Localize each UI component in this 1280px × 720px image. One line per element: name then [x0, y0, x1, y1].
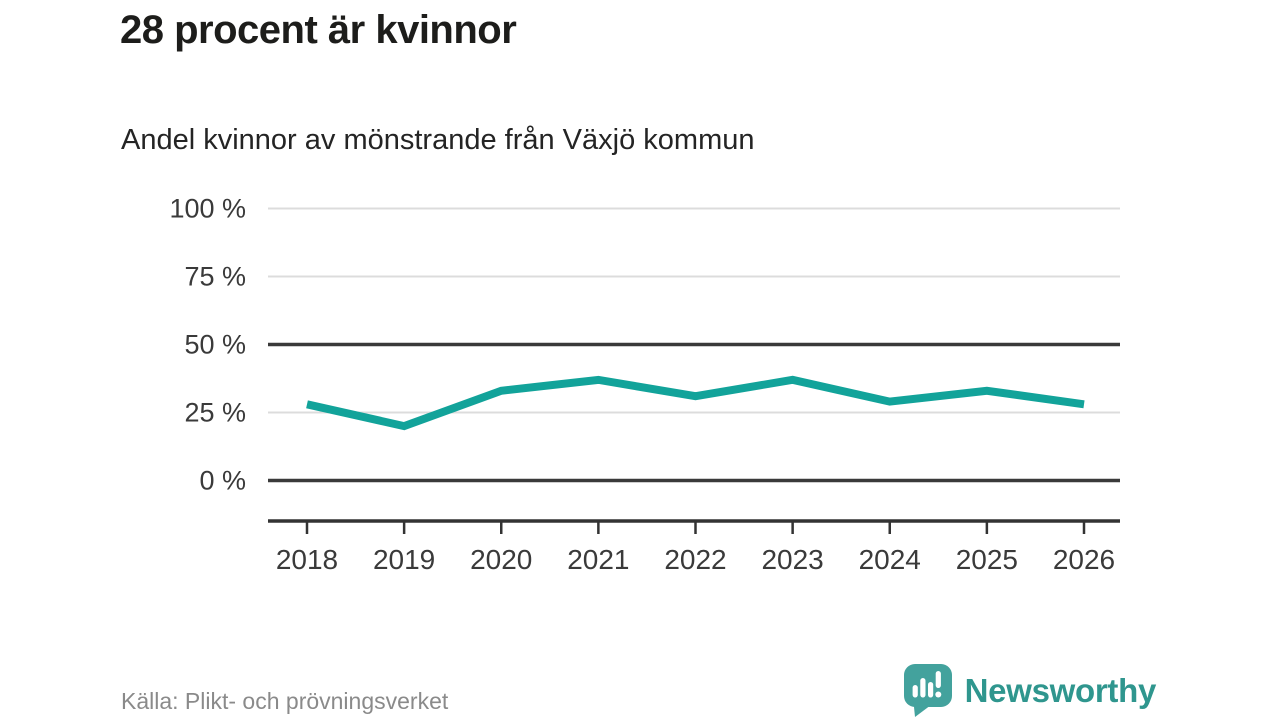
x-axis-tick-label: 2019: [373, 544, 435, 575]
x-axis-tick-label: 2022: [664, 544, 726, 575]
chart-title: 28 procent är kvinnor: [120, 8, 517, 52]
y-axis-tick-label: 25 %: [184, 398, 246, 428]
logo-bar-1: [912, 685, 918, 698]
logo-bar-3: [927, 682, 933, 698]
x-axis-tick-label: 2024: [859, 544, 921, 575]
data-line-andel-kvinnor: [306, 375, 1085, 431]
newsworthy-logo: Newsworthy: [903, 664, 1157, 717]
newsworthy-logo-icon: [903, 664, 952, 717]
x-axis-tick-label: 2021: [567, 544, 629, 575]
y-axis-tick-label: 50 %: [184, 330, 246, 360]
logo-bar-2: [919, 678, 926, 698]
x-axis-tick-label: 2026: [1053, 544, 1115, 575]
x-axis-tick-label: 2020: [470, 544, 532, 575]
x-axis-tick-label: 2018: [276, 544, 338, 575]
logo-exclamation-bar: [935, 671, 941, 688]
brand-name: Newsworthy: [964, 671, 1157, 709]
x-axis-tick-label: 2025: [956, 544, 1018, 575]
y-axis-tick-label: 75 %: [184, 262, 246, 292]
chart-subtitle: Andel kvinnor av mönstrande från Växjö k…: [121, 124, 755, 156]
y-axis-tick-label: 100 %: [169, 194, 246, 224]
logo-exclamation-dot: [934, 691, 941, 698]
source-note: Källa: Plikt- och prövningsverket: [121, 688, 449, 714]
x-axis-tick-label: 2023: [761, 544, 823, 575]
y-axis-tick-label: 0 %: [199, 466, 246, 496]
